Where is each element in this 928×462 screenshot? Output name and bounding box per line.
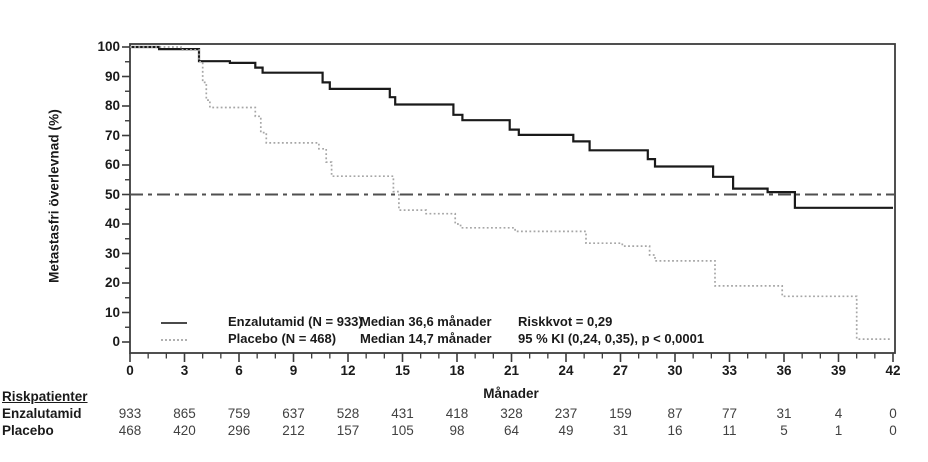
y-tick-label: 70 — [104, 127, 120, 143]
x-tick-label: 39 — [830, 363, 847, 378]
legend-label-placebo: Placebo (N = 468) — [228, 331, 337, 346]
risk-count-placebo-m15: 105 — [391, 423, 414, 438]
x-tick-label: 42 — [885, 363, 901, 378]
risk-count-placebo-m24: 49 — [558, 423, 574, 438]
y-tick-label: 50 — [104, 186, 120, 202]
y-tick-label: 100 — [97, 39, 120, 54]
risk-count-enzalutamid-m24: 237 — [554, 406, 578, 421]
risk-row-label-placebo: Placebo — [2, 423, 54, 438]
y-tick-label: 10 — [104, 304, 120, 320]
y-tick-label: 20 — [104, 275, 120, 290]
y-axis-title: Metastasfri överlevnad (%) — [46, 109, 62, 283]
risk-count-placebo-m6: 296 — [227, 423, 251, 438]
risk-count-placebo-m30: 16 — [667, 423, 683, 438]
risk-count-placebo-m21: 64 — [503, 423, 520, 438]
x-tick-label: 9 — [289, 363, 298, 378]
y-tick-label: 80 — [104, 98, 120, 113]
risk-count-enzalutamid-m39: 4 — [834, 406, 843, 421]
risk-count-placebo-m9: 212 — [282, 423, 305, 438]
risk-table-heading: Riskpatienter — [2, 389, 88, 404]
x-tick-label: 18 — [449, 363, 465, 378]
legend-label-enzalutamid: Enzalutamid (N = 933) — [228, 314, 363, 329]
legend-line-enzalutamid — [161, 322, 187, 324]
risk-count-placebo-m39: 1 — [834, 423, 843, 438]
y-tick-label: 60 — [104, 157, 120, 172]
risk-count-enzalutamid-m36: 31 — [776, 406, 792, 421]
plot-border — [129, 43, 896, 354]
risk-count-enzalutamid-m12: 528 — [336, 406, 360, 421]
risk-count-placebo-m27: 31 — [612, 423, 629, 438]
x-tick-label: 30 — [667, 363, 683, 378]
legend-stat-riskkvot: Riskkvot = 0,29 — [518, 314, 613, 329]
risk-count-enzalutamid-m21: 328 — [500, 406, 523, 421]
legend-line-placebo — [161, 339, 187, 341]
risk-count-enzalutamid-m0: 933 — [118, 406, 142, 421]
x-tick-label: 27 — [612, 363, 629, 378]
legend-stat-ki: 95 % KI (0,24, 0,35), p < 0,0001 — [518, 331, 705, 346]
risk-count-placebo-m33: 11 — [722, 423, 737, 438]
x-tick-label: 0 — [126, 363, 134, 378]
placebo-curve — [130, 46, 892, 340]
legend-median-placebo: Median 14,7 månader — [360, 331, 492, 346]
x-tick-label: 21 — [503, 363, 520, 378]
risk-count-enzalutamid-m9: 637 — [282, 406, 305, 421]
enzalutamid-curve — [130, 45, 893, 209]
y-tick-label: 30 — [104, 245, 120, 261]
risk-count-enzalutamid-m42: 0 — [889, 406, 897, 421]
x-tick-label: 12 — [340, 363, 356, 378]
risk-count-enzalutamid-m18: 418 — [445, 406, 469, 421]
risk-count-placebo-m0: 468 — [118, 423, 142, 438]
risk-count-placebo-m12: 157 — [336, 423, 360, 438]
x-tick-label: 6 — [235, 363, 243, 378]
risk-count-placebo-m36: 5 — [780, 423, 788, 438]
risk-count-enzalutamid-m15: 431 — [391, 406, 414, 421]
x-axis-title: Månader — [483, 386, 539, 401]
risk-count-enzalutamid-m27: 159 — [609, 406, 632, 421]
x-tick-label: 3 — [180, 363, 189, 378]
x-tick-label: 15 — [394, 363, 411, 378]
risk-count-enzalutamid-m33: 77 — [721, 406, 738, 421]
y-tick-label: 0 — [112, 334, 120, 349]
risk-count-enzalutamid-m6: 759 — [227, 406, 251, 421]
risk-row-label-enzalutamid: Enzalutamid — [2, 406, 82, 421]
x-tick-label: 36 — [776, 363, 792, 378]
risk-count-placebo-m3: 420 — [173, 423, 196, 438]
legend-median-enzalutamid: Median 36,6 månader — [360, 314, 492, 329]
risk-count-placebo-m18: 98 — [449, 423, 465, 438]
x-tick-label: 24 — [558, 363, 574, 378]
risk-count-enzalutamid-m30: 87 — [667, 406, 683, 421]
y-tick-label: 40 — [104, 216, 120, 231]
risk-count-placebo-m42: 0 — [889, 423, 897, 438]
x-tick-label: 33 — [721, 363, 738, 378]
risk-count-enzalutamid-m3: 865 — [173, 406, 196, 421]
y-tick-label: 90 — [104, 68, 120, 84]
